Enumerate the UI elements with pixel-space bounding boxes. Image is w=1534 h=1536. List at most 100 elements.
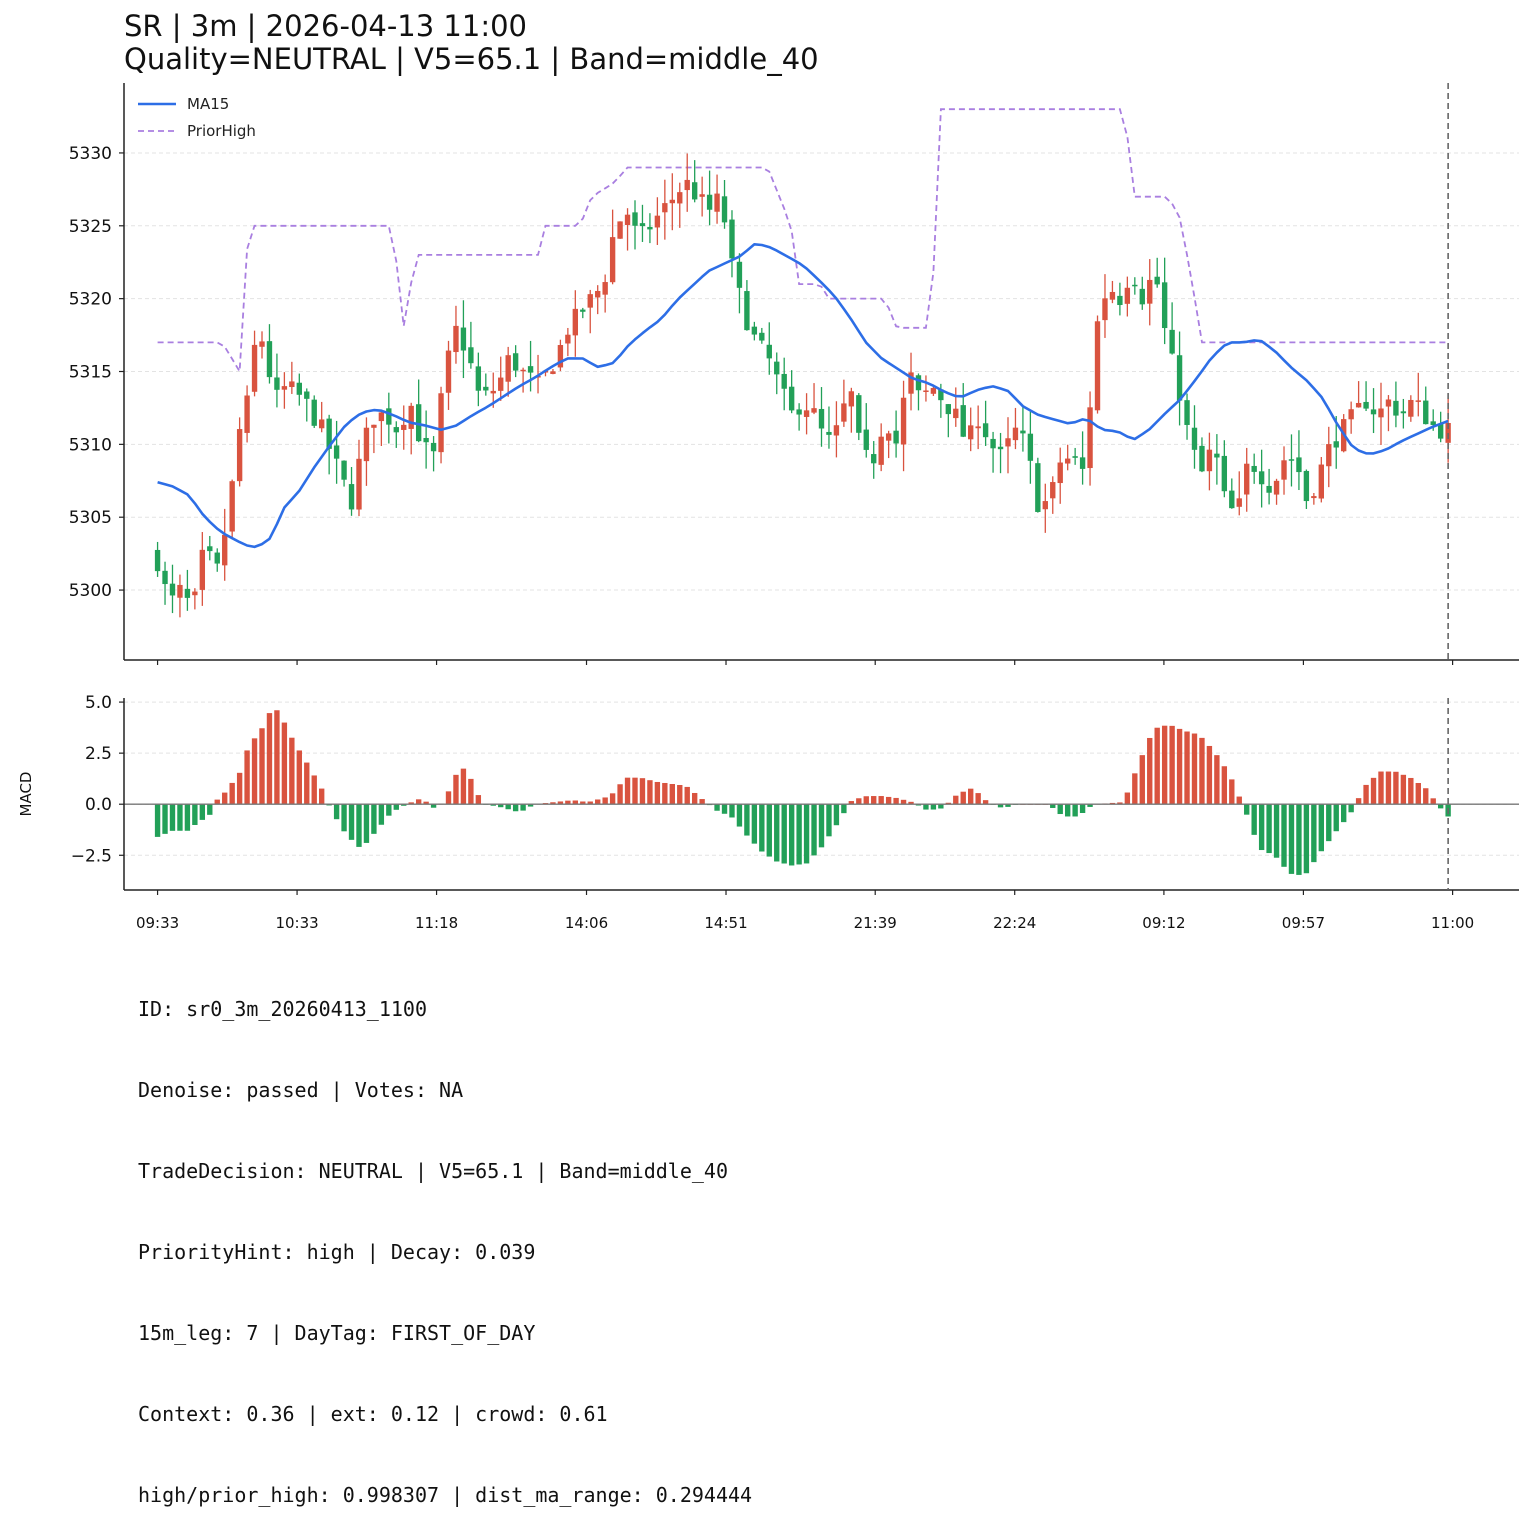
candle-body — [878, 436, 884, 465]
candle — [1326, 426, 1332, 488]
candle — [662, 179, 668, 240]
candle — [1199, 437, 1205, 473]
candle — [281, 372, 288, 409]
candle-body — [319, 419, 325, 429]
candle — [445, 340, 452, 410]
candle-body — [1229, 490, 1235, 509]
candle — [968, 407, 974, 452]
macd-bar — [169, 804, 176, 831]
candle — [1124, 276, 1131, 317]
candle — [498, 356, 504, 401]
candle — [1169, 302, 1175, 355]
macd-bar — [430, 804, 437, 808]
candle — [1229, 478, 1235, 509]
candle — [1109, 280, 1116, 304]
candle — [1251, 453, 1257, 484]
macd-bar — [1393, 771, 1399, 805]
candle — [960, 383, 966, 438]
candle-body — [1124, 287, 1131, 304]
candle — [296, 373, 302, 406]
candle-body — [274, 377, 280, 390]
candle — [781, 357, 787, 411]
candle-body — [1445, 422, 1451, 443]
candle-body — [207, 546, 213, 552]
macd-bar — [304, 762, 310, 805]
candle-body — [938, 389, 944, 401]
macd-bar — [736, 804, 743, 827]
candle — [1020, 407, 1026, 452]
candle — [1296, 430, 1302, 491]
candle-body — [498, 377, 504, 391]
candle — [415, 379, 422, 443]
candle-body — [788, 386, 795, 411]
macd-bar — [1258, 804, 1265, 851]
macd-bar — [251, 738, 258, 805]
candle-body — [192, 591, 198, 596]
macd-bars-layer — [124, 710, 1519, 875]
candle — [1415, 372, 1421, 417]
y-tick-label: 5330 — [69, 144, 112, 164]
candle-body — [445, 350, 452, 393]
candle — [930, 386, 937, 396]
candle-body — [363, 427, 370, 462]
candle — [475, 352, 482, 407]
legend-label-priorhigh: PriorHigh — [187, 122, 256, 140]
candle — [1400, 398, 1407, 429]
main-axes: 5300 5305 5310 5315 5320 5325 5330 — [69, 83, 1519, 665]
info-line: ID: sr0_3m_20260413_1100 — [138, 997, 427, 1021]
macd-bar — [229, 782, 235, 805]
candle — [714, 174, 720, 224]
candle — [1288, 434, 1295, 487]
candles-layer — [154, 153, 1451, 618]
macd-bar — [1400, 774, 1407, 805]
candle — [1303, 469, 1310, 509]
macd-bar — [1244, 804, 1250, 815]
macd-bar — [803, 804, 810, 864]
macd-bar — [684, 786, 690, 805]
macd-bar — [1117, 802, 1123, 805]
candle-body — [624, 214, 631, 225]
macd-bar — [371, 804, 377, 834]
candle-body — [580, 309, 586, 312]
candle-body — [766, 344, 772, 359]
macd-bar — [1355, 798, 1362, 805]
candle-body — [1236, 498, 1242, 507]
candle-body — [512, 353, 519, 371]
candle — [639, 204, 646, 242]
candle — [1385, 395, 1392, 432]
candle-body — [751, 326, 758, 335]
macd-bar — [505, 804, 511, 810]
candle — [587, 289, 593, 334]
candle-body — [1102, 298, 1108, 321]
candle — [169, 564, 176, 614]
candle-body — [1296, 457, 1302, 473]
candle — [1408, 395, 1414, 422]
candle-body — [721, 196, 728, 223]
candle-body — [572, 308, 579, 336]
candle — [572, 290, 579, 357]
candle — [460, 300, 467, 379]
macd-bar — [759, 804, 765, 852]
macd-bar — [871, 796, 877, 805]
macd-bar — [893, 797, 899, 805]
macd-bar — [833, 804, 840, 826]
candle-body — [841, 403, 847, 422]
candle — [1102, 274, 1108, 338]
candle-body — [1005, 438, 1011, 447]
candle — [214, 548, 220, 572]
candle — [945, 404, 952, 438]
candle-body — [1423, 400, 1429, 425]
macd-bar — [1430, 798, 1436, 805]
macd-bar — [1333, 804, 1339, 832]
candle-body — [1206, 449, 1213, 472]
chart-figure: 5300 5305 5310 5315 5320 5325 5330 MA15 PriorHi… — [17, 83, 1519, 932]
candle — [833, 401, 840, 458]
macd-bar — [930, 804, 937, 810]
candle — [848, 387, 855, 433]
candle-body — [356, 458, 362, 510]
macd-bar — [162, 804, 168, 834]
candle — [386, 392, 392, 444]
candle — [557, 339, 564, 372]
macd-bar — [154, 804, 161, 837]
candle-body — [430, 442, 437, 452]
